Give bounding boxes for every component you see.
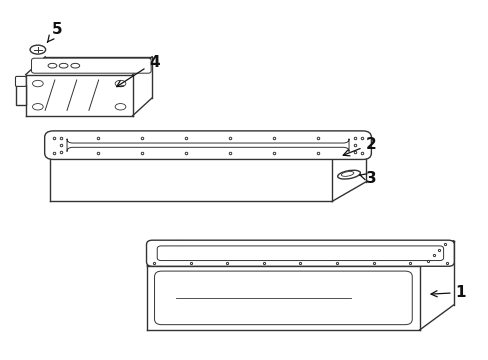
Ellipse shape [32,104,43,110]
Text: 3: 3 [359,171,375,186]
Ellipse shape [48,63,57,68]
Bar [16,85,26,105]
FancyBboxPatch shape [67,139,348,152]
Text: 5: 5 [47,22,62,42]
Text: 1: 1 [430,285,465,300]
Ellipse shape [337,170,360,179]
FancyBboxPatch shape [16,76,26,86]
FancyBboxPatch shape [146,240,453,266]
Ellipse shape [341,171,353,176]
Text: 4: 4 [117,55,160,87]
Ellipse shape [71,63,80,68]
FancyBboxPatch shape [154,271,411,325]
Ellipse shape [59,63,68,68]
FancyBboxPatch shape [31,58,151,73]
Ellipse shape [32,80,43,87]
FancyBboxPatch shape [44,131,371,159]
Ellipse shape [115,80,125,87]
Ellipse shape [30,45,45,54]
Text: 2: 2 [343,137,376,156]
FancyBboxPatch shape [157,246,443,261]
Ellipse shape [115,104,125,110]
